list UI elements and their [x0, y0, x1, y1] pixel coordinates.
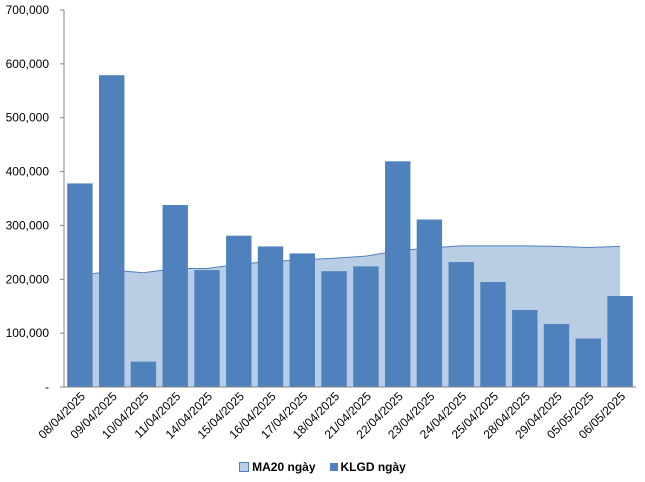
klgd-bar	[448, 262, 474, 387]
y-tick-label: -	[45, 380, 49, 394]
klgd-bar	[194, 270, 220, 387]
y-tick-label: 200,000	[6, 272, 50, 286]
klgd-bar	[162, 205, 188, 387]
legend-swatch-ma20	[239, 462, 250, 472]
klgd-bar-layer	[67, 75, 633, 387]
y-tick-label: 500,000	[6, 111, 50, 125]
klgd-bar	[512, 310, 538, 387]
klgd-bar	[416, 219, 443, 387]
x-tick-labels: 08/04/202509/04/202510/04/202511/04/2025…	[36, 389, 629, 442]
y-tick-label: 100,000	[6, 326, 50, 340]
klgd-bar	[543, 324, 570, 387]
y-tick-label: 400,000	[6, 165, 50, 179]
klgd-bar	[607, 296, 633, 387]
ma20-area-layer	[79, 245, 621, 387]
klgd-bar	[353, 266, 379, 387]
legend: MA20 ngày KLGD ngày	[0, 460, 645, 474]
klgd-bar	[321, 271, 347, 387]
legend-item-ma20: MA20 ngày	[239, 460, 316, 474]
y-tick-labels: - 100,000 200,000 300,000 400,000 500,000 600,…	[6, 3, 64, 394]
klgd-bar	[130, 361, 157, 387]
klgd-bar	[575, 338, 601, 387]
klgd-bar	[385, 161, 411, 387]
y-tick-label: 300,000	[6, 218, 50, 232]
axes	[63, 10, 636, 388]
y-tick-label: 700,000	[6, 3, 50, 17]
klgd-bar	[99, 75, 125, 387]
legend-label-ma20: MA20 ngày	[252, 460, 316, 474]
klgd-bar	[289, 253, 315, 387]
klgd-bar	[480, 282, 506, 387]
ma20-area-fill	[79, 245, 621, 387]
legend-label-klgd: KLGD ngày	[340, 460, 406, 474]
klgd-bar	[226, 235, 252, 387]
legend-item-klgd: KLGD ngày	[329, 460, 406, 474]
legend-swatch-klgd	[329, 463, 338, 471]
klgd-bar	[257, 246, 284, 387]
klgd-bar	[67, 183, 93, 387]
y-tick-label: 600,000	[6, 57, 50, 71]
